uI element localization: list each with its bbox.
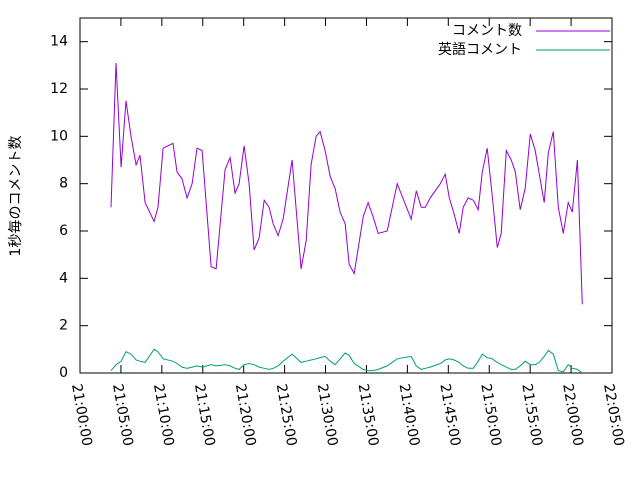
data-line bbox=[110, 62, 583, 305]
x-tick-label: 21:45:00 bbox=[436, 383, 463, 448]
y-tick-label: 6 bbox=[59, 223, 68, 239]
y-axis-label: 1秒毎のコメント数 bbox=[8, 136, 24, 257]
y-tick-label: 0 bbox=[59, 365, 68, 381]
x-tick-label: 21:35:00 bbox=[355, 383, 382, 448]
x-tick-label: 21:05:00 bbox=[109, 383, 136, 448]
x-tick-label: 22:05:00 bbox=[600, 383, 627, 448]
y-tick-label: 8 bbox=[59, 176, 68, 192]
x-tick-label: 21:40:00 bbox=[396, 383, 423, 448]
plot-frame bbox=[79, 17, 613, 374]
x-tick-label: 22:00:00 bbox=[559, 383, 586, 448]
x-tick-label: 21:20:00 bbox=[232, 383, 259, 448]
y-tick-label: 2 bbox=[59, 318, 68, 334]
x-tick-label: 21:00:00 bbox=[68, 383, 95, 448]
x-tick-label: 21:30:00 bbox=[314, 383, 341, 448]
y-tick-label: 10 bbox=[50, 128, 68, 144]
x-tick-label: 21:15:00 bbox=[191, 383, 218, 448]
x-tick-label: 21:10:00 bbox=[150, 383, 177, 448]
y-tick-label: 4 bbox=[59, 270, 68, 286]
x-tick-label: 21:50:00 bbox=[477, 383, 504, 448]
x-tick-label: 21:55:00 bbox=[518, 383, 545, 448]
y-tick-label: 12 bbox=[50, 81, 68, 97]
legend-label: 英語コメント bbox=[438, 41, 522, 58]
x-tick-label: 21:25:00 bbox=[273, 383, 300, 448]
legend-label: コメント数 bbox=[452, 23, 522, 39]
data-line bbox=[110, 348, 583, 374]
y-tick-label: 14 bbox=[50, 34, 68, 50]
